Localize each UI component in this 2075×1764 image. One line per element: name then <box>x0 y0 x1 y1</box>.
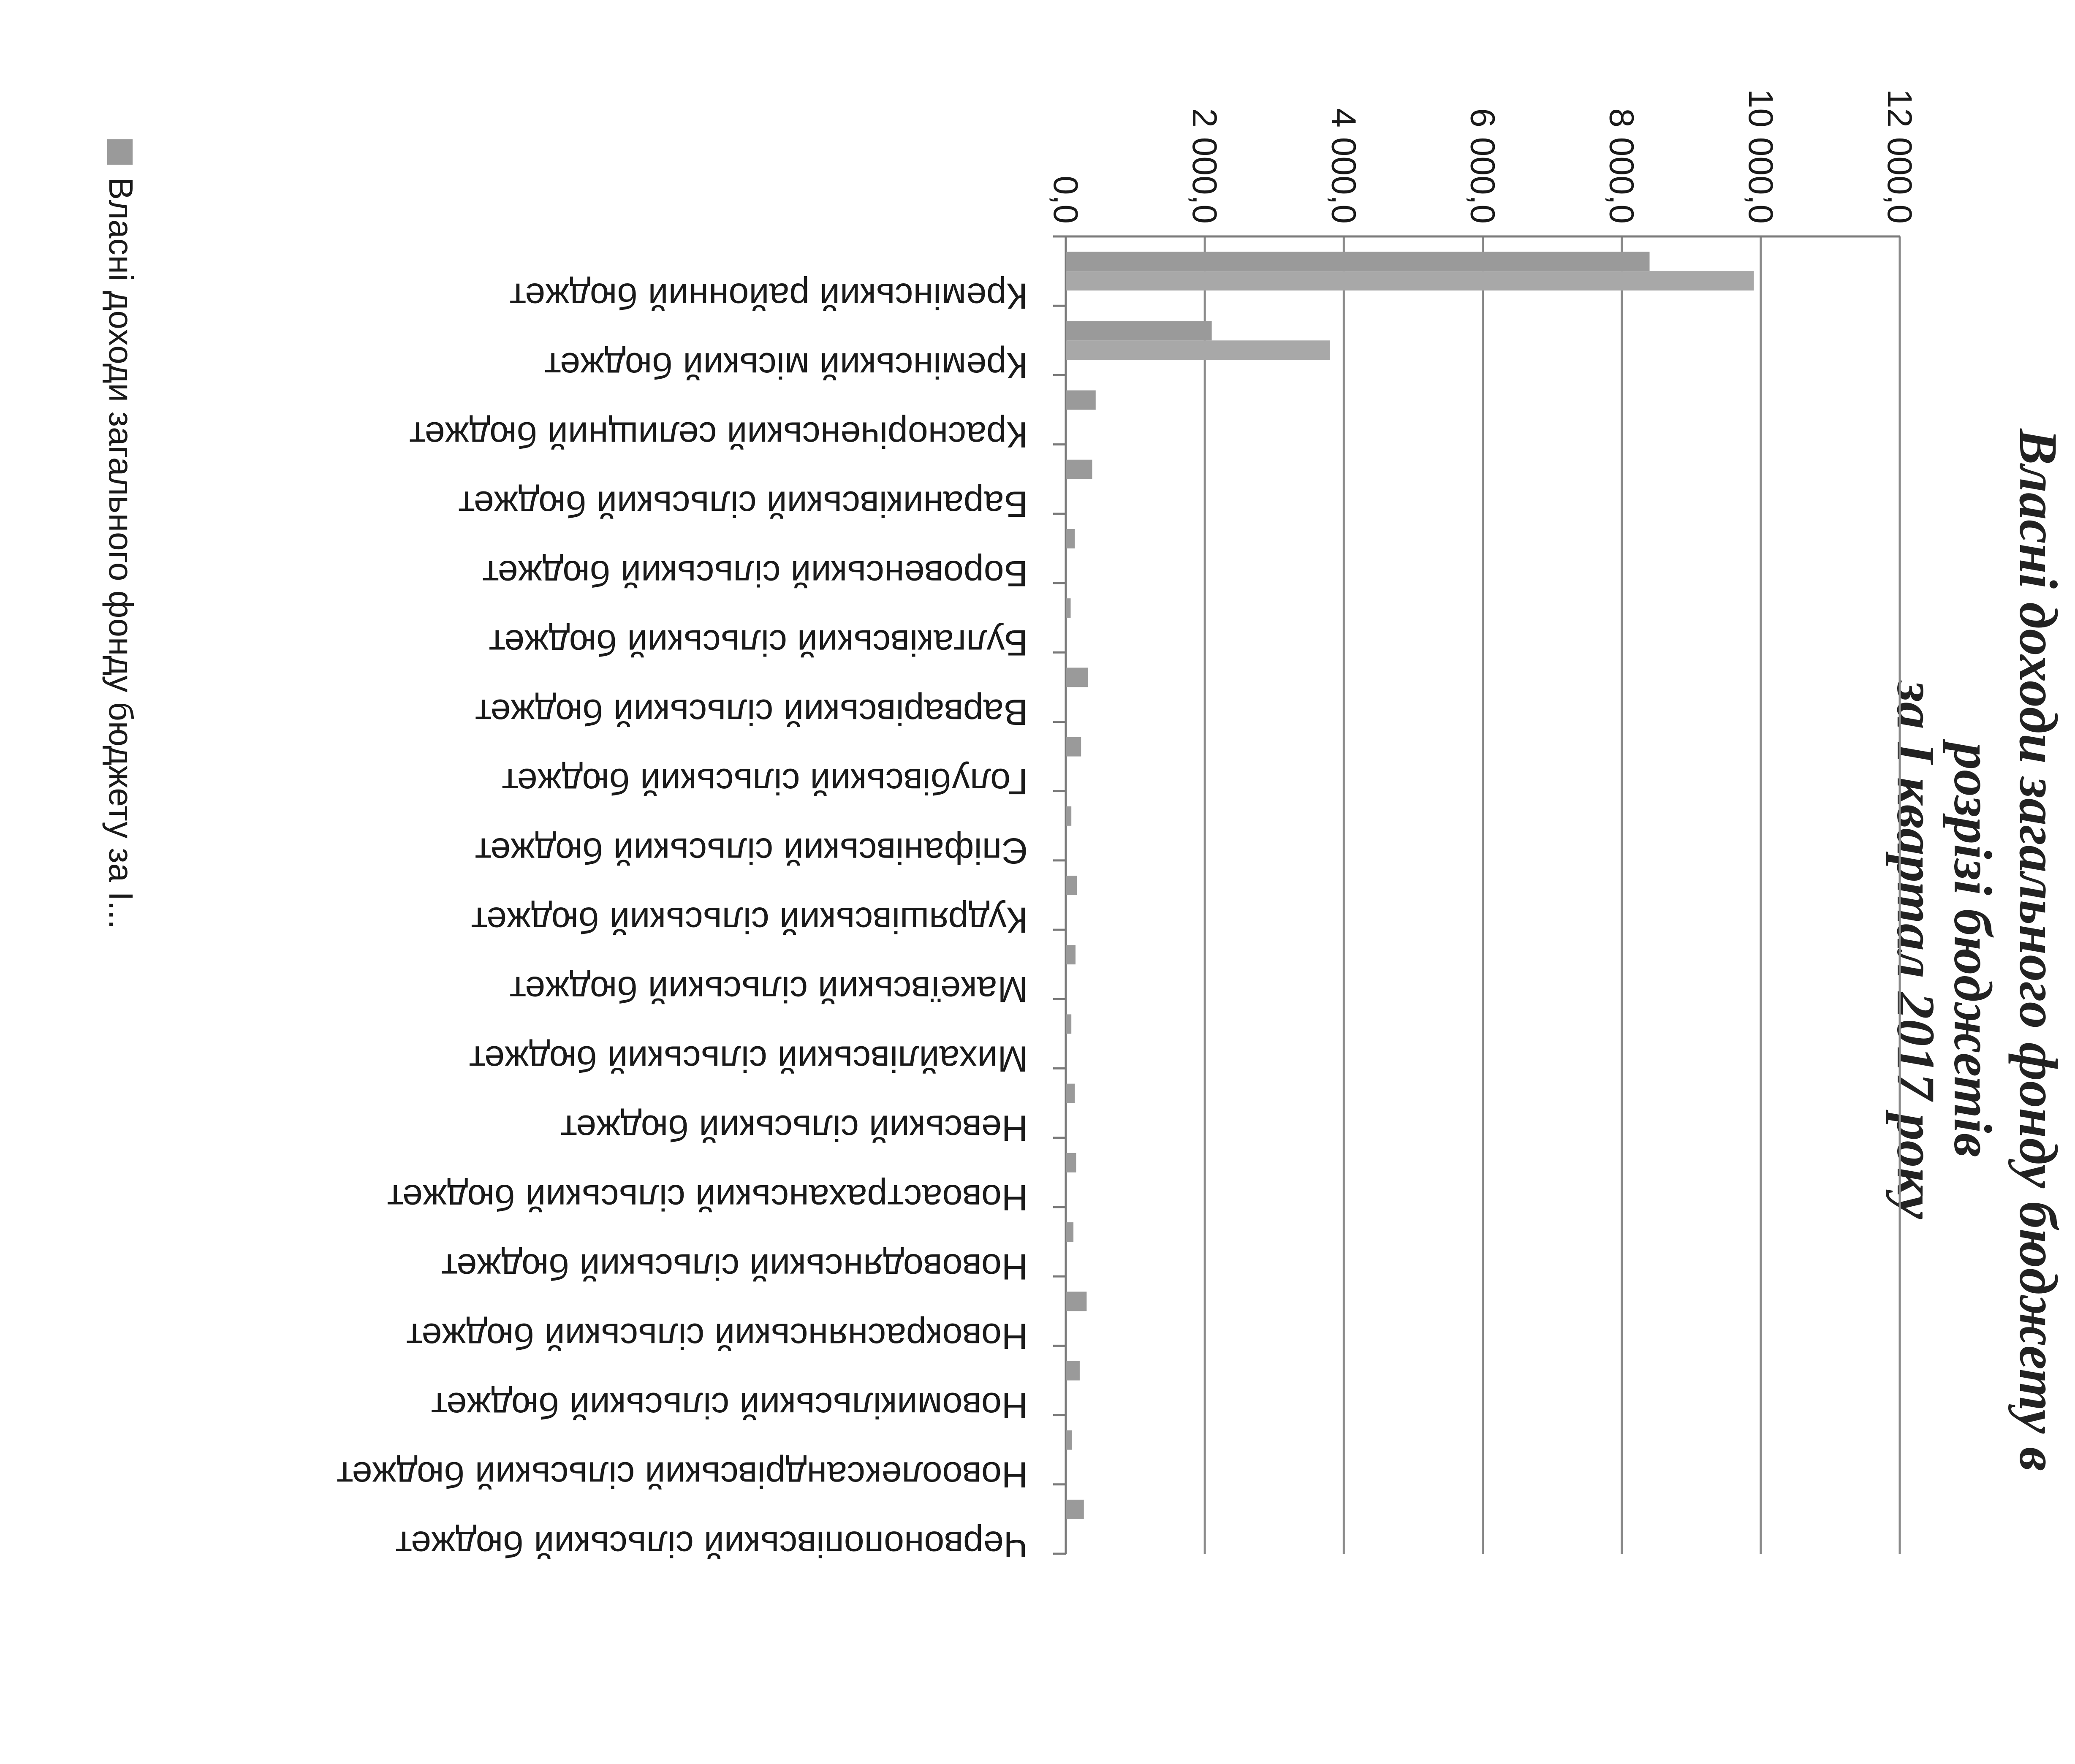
category-label: Голубівський сільський бюджет <box>502 761 1028 802</box>
bar <box>1065 529 1075 548</box>
bar <box>1066 321 1212 341</box>
category-label: Невський сільський бюджет <box>561 1108 1028 1148</box>
bars <box>1065 252 1754 1519</box>
rotated-chart-group: Власні доходи загального фонду бюджету в… <box>102 89 2068 1564</box>
category-label: Боровенський сільський бюджет <box>482 553 1028 594</box>
bar <box>1065 876 1077 895</box>
legend-label: Власні доходи загального фонду бюджету з… <box>102 177 140 929</box>
category-label: Варварівський сільський бюджет <box>475 692 1028 732</box>
bar <box>1065 737 1081 757</box>
category-label: Бараниківський сільський бюджет <box>458 484 1028 524</box>
chart-title-line: Власні доходи загального фонду бюджету в <box>2008 428 2068 1471</box>
bar <box>1066 1499 1084 1519</box>
bar <box>1065 1083 1075 1103</box>
category-label: Новоолександрівський сільський бюджет <box>337 1455 1028 1495</box>
category-label: Червонопопівський сільський бюджет <box>396 1524 1028 1564</box>
bar <box>1066 1430 1072 1450</box>
category-label: Кудряшівський сільський бюджет <box>471 900 1028 940</box>
legend-swatch <box>107 139 133 165</box>
category-label: Михайлівський сільський бюджет <box>469 1038 1028 1079</box>
value-tick-label: 6 000,0 <box>1464 108 1502 224</box>
value-tick-label: 10 000,0 <box>1741 89 1780 224</box>
category-label: Нововодянський сільський бюджет <box>441 1246 1028 1287</box>
bar <box>1066 1222 1074 1242</box>
value-axis-ticks: 0,0 2 000,0 4 000,0 6 000,0 8 000,0 10 000,0 1… <box>1046 89 1919 224</box>
bar <box>1065 598 1071 618</box>
value-tick-label: 4 000,0 <box>1324 108 1363 224</box>
category-label: Єпіфанівський сільський бюджет <box>475 830 1028 871</box>
bar <box>1066 945 1076 965</box>
bar <box>1066 271 1754 291</box>
category-label: Булгаківський сільський бюджет <box>489 622 1028 663</box>
bar <box>1066 1361 1080 1381</box>
bar <box>1065 390 1096 410</box>
value-tick-label: 12 000,0 <box>1880 89 1919 224</box>
bar <box>1066 459 1092 479</box>
category-label: Новомикільський сільський бюджет <box>431 1385 1028 1425</box>
category-label: Макеївський сільський бюджет <box>510 969 1028 1010</box>
bar <box>1066 1153 1076 1172</box>
category-label: Кремінський районний бюджет <box>510 276 1028 316</box>
category-label: Красноріченський селищний бюджет <box>409 415 1028 455</box>
legend: Власні доходи загального фонду бюджету з… <box>102 139 140 929</box>
bar <box>1066 1292 1087 1311</box>
category-label: Кремінський міський бюджет <box>545 345 1028 385</box>
value-tick-label: 2 000,0 <box>1185 108 1224 224</box>
value-tick-label: 0,0 <box>1046 176 1085 224</box>
chart-title-line: за І квартал 2017 року <box>1886 680 1946 1219</box>
bar <box>1066 1014 1072 1034</box>
value-tick-label: 8 000,0 <box>1602 108 1641 224</box>
chart-title: Власні доходи загального фонду бюджету в… <box>1886 428 2068 1471</box>
bar <box>1066 806 1072 826</box>
gridlines <box>1053 235 1901 1555</box>
chart-title-line: розрізі бюджетів <box>1943 738 2003 1157</box>
category-label: Новоастраханський сільський бюджет <box>387 1177 1028 1218</box>
bar <box>1066 252 1650 271</box>
category-labels: Кремінський районний бюджет Кремінський м… <box>337 276 1028 1564</box>
category-label: Новокраснянський сільський бюджет <box>406 1316 1028 1356</box>
bar <box>1065 340 1330 360</box>
bar <box>1066 668 1088 687</box>
